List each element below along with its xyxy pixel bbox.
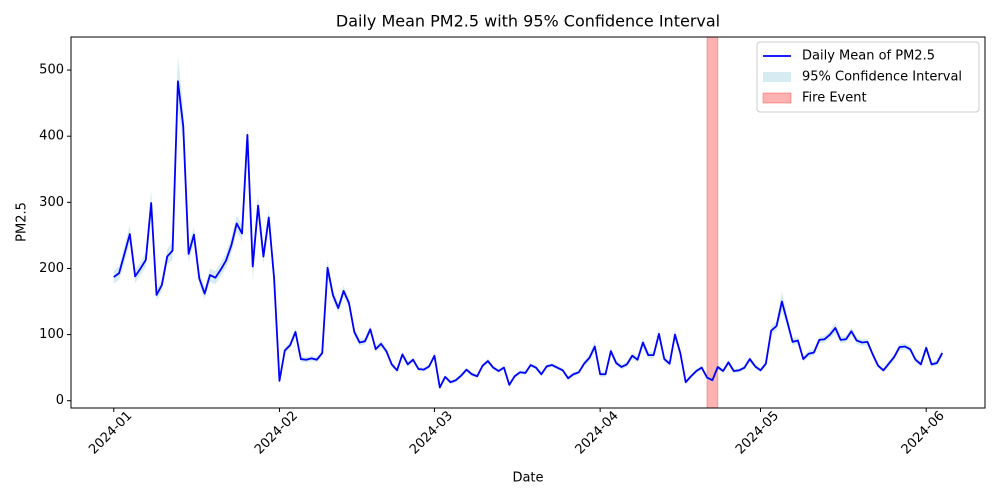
x-tick-label: 2024-06	[899, 408, 948, 457]
x-tick-label: 2024-01	[86, 408, 135, 457]
legend-swatch	[763, 72, 791, 82]
legend: Daily Mean of PM2.5 95% Confidence Interv…	[756, 41, 980, 113]
data-line	[113, 80, 944, 389]
chart-title: Daily Mean PM2.5 with 95% Confidence Int…	[336, 12, 720, 31]
y-tick-label: 0	[56, 393, 64, 408]
legend-label: Daily Mean of PM2.5	[802, 49, 935, 64]
x-tick-label: 2024-05	[733, 408, 782, 457]
x-tick-label: 2024-03	[407, 408, 456, 457]
y-tick-label: 100	[39, 327, 64, 342]
legend-label: 95% Confidence Interval	[802, 70, 962, 85]
legend-label: Fire Event	[802, 91, 867, 106]
fire-event-span	[706, 36, 719, 409]
y-axis-label: PM2.5	[15, 202, 30, 242]
y-tick-label: 400	[39, 129, 64, 144]
legend-box	[756, 41, 980, 113]
x-axis-label: Date	[512, 471, 543, 486]
x-tick-label: 2024-02	[252, 408, 301, 457]
y-tick-label: 500	[39, 63, 64, 78]
legend-swatch	[762, 92, 792, 104]
y-tick-label: 300	[39, 195, 64, 210]
plot-frame	[70, 36, 986, 409]
y-tick-label: 200	[39, 261, 64, 276]
x-tick-label: 2024-04	[573, 408, 622, 457]
